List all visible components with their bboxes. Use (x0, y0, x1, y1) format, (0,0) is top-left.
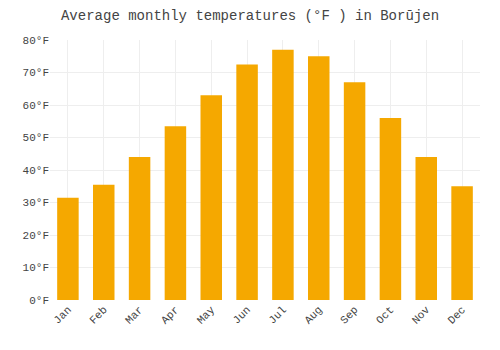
svg-text:Aug: Aug (302, 304, 324, 326)
svg-text:Jun: Jun (231, 304, 253, 326)
svg-text:Average monthly temperatures (: Average monthly temperatures (°F ) in Bo… (61, 8, 439, 24)
svg-text:20°F: 20°F (23, 230, 49, 242)
svg-text:May: May (195, 304, 218, 327)
svg-text:40°F: 40°F (23, 165, 49, 177)
svg-text:Feb: Feb (87, 304, 109, 326)
svg-text:60°F: 60°F (23, 100, 49, 112)
svg-text:Mar: Mar (123, 304, 145, 326)
svg-text:Dec: Dec (446, 304, 468, 326)
svg-text:70°F: 70°F (23, 67, 49, 79)
svg-text:Apr: Apr (159, 304, 181, 326)
svg-text:80°F: 80°F (23, 35, 49, 47)
svg-text:Oct: Oct (374, 304, 396, 326)
svg-text:50°F: 50°F (23, 132, 49, 144)
svg-text:Sep: Sep (338, 304, 360, 326)
svg-text:10°F: 10°F (23, 262, 49, 274)
svg-text:Nov: Nov (410, 304, 433, 327)
svg-text:Jul: Jul (266, 304, 288, 326)
svg-text:30°F: 30°F (23, 197, 49, 209)
svg-text:0°F: 0°F (29, 295, 49, 307)
svg-text:Jan: Jan (51, 304, 73, 326)
